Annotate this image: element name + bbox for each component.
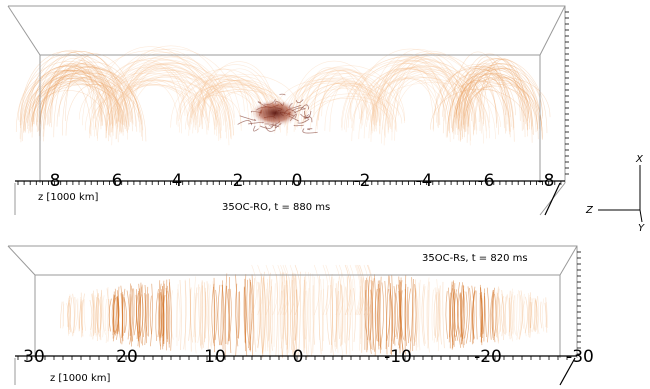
top-tick-label: -6 [478, 171, 495, 191]
bottom-axis-minor-ticks [17, 356, 568, 360]
top-axis-label: z [1000 km] [38, 192, 98, 203]
y-axis-letter: Y [638, 223, 645, 234]
bottom-tick-label: -10 [384, 347, 412, 367]
top-depth-axis [544, 182, 561, 216]
top-tick-label: -8 [538, 171, 555, 191]
bottom-tick-label: 30 [23, 347, 45, 367]
bottom-run-label: 35OC-Rs, t = 820 ms [422, 253, 528, 264]
top-tick-label: 8 [50, 171, 61, 191]
bottom-tick-label: 10 [204, 347, 226, 367]
bottom-axis-label: z [1000 km] [50, 373, 110, 384]
top-tick-label: 6 [112, 171, 123, 191]
top-tick-label: 4 [172, 171, 183, 191]
top-tick-label: -4 [416, 171, 433, 191]
bottom-tick-label: -20 [474, 347, 502, 367]
top-tick-label: 0 [292, 171, 303, 191]
bottom-right-edge-ticks [577, 251, 581, 355]
bottom-tick-label: -30 [566, 347, 594, 367]
bottom-tick-label: 20 [116, 347, 138, 367]
x-axis-letter: X [635, 154, 644, 165]
top-tick-label: -2 [354, 171, 371, 191]
z-axis-letter: Z [585, 205, 594, 216]
bottom-field-lines [60, 264, 548, 359]
y-direction-line [639, 209, 643, 223]
bottom-bounding-box [7, 245, 578, 385]
top-run-label: 35OC-RO, t = 880 ms [222, 202, 330, 213]
top-axis-minor-ticks [17, 181, 562, 185]
bottom-tick-label: 0 [293, 347, 304, 367]
top-right-edge-ticks [565, 11, 569, 175]
top-field-lines [15, 45, 551, 146]
top-tick-label: 2 [233, 171, 244, 191]
top-panel: 8 6 4 2 0 -2 -4 -6 -8 z [1000 km] 35OC-R… [7, 5, 569, 216]
bottom-panel: 30 20 10 0 -10 -20 -30 z [1000 km] 35OC-… [7, 245, 594, 386]
top-core-glow [250, 99, 300, 127]
orientation-indicator: X Z Y [585, 154, 645, 234]
bottom-depth-axis [559, 357, 576, 386]
